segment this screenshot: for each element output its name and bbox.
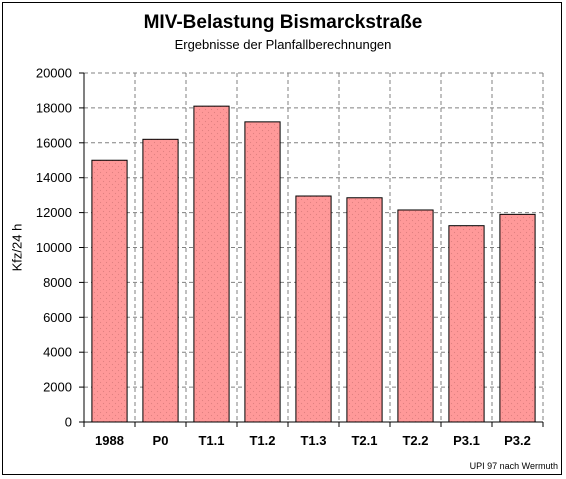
y-tick-label: 8000 [43,275,72,290]
y-tick-label: 10000 [36,240,72,255]
bar [499,213,536,423]
x-tick-label: 1988 [95,433,124,448]
y-tick-label: 12000 [36,205,72,220]
x-tick-label: P0 [153,433,169,448]
y-ticks: 0 2000 4000 6000 8000 10000 12000 14000 16000 180… [36,66,84,430]
y-tick-label: 20000 [36,66,72,81]
bar [295,195,332,423]
bar [346,197,383,423]
y-tick-label: 6000 [43,310,72,325]
bar [244,121,281,423]
bar [448,225,485,423]
chart-subtitle: Ergebnisse der Planfallberechnungen [174,37,392,52]
x-tick-label: T1.2 [249,433,275,448]
y-tick-label: 16000 [36,135,72,150]
y-tick-label: 2000 [43,380,72,395]
bar [193,105,230,423]
y-tick-label: 0 [65,415,72,430]
x-tick-label: P3.2 [504,433,531,448]
x-tick-label: P3.1 [453,433,480,448]
bar [397,209,434,423]
y-tick-label: 4000 [43,345,72,360]
bar [142,138,179,423]
bars [91,105,536,423]
bar [91,159,128,423]
x-tick-label: T1.3 [300,433,326,448]
y-tick-label: 14000 [36,170,72,185]
grid [84,72,544,422]
chart-title: MIV-Belastung Bismarckstraße [143,12,423,33]
y-tick-label: 18000 [36,100,72,115]
source-credit: UPI 97 nach Wermuth [469,461,558,471]
x-tick-label: T1.1 [198,433,224,448]
x-tick-label: T2.2 [402,433,428,448]
x-tick-label: T2.1 [351,433,377,448]
x-ticks: 1988 P0 T1.1 T1.2 T1.3 T2.1 T2.2 P3.1 P3.2 [83,422,544,448]
